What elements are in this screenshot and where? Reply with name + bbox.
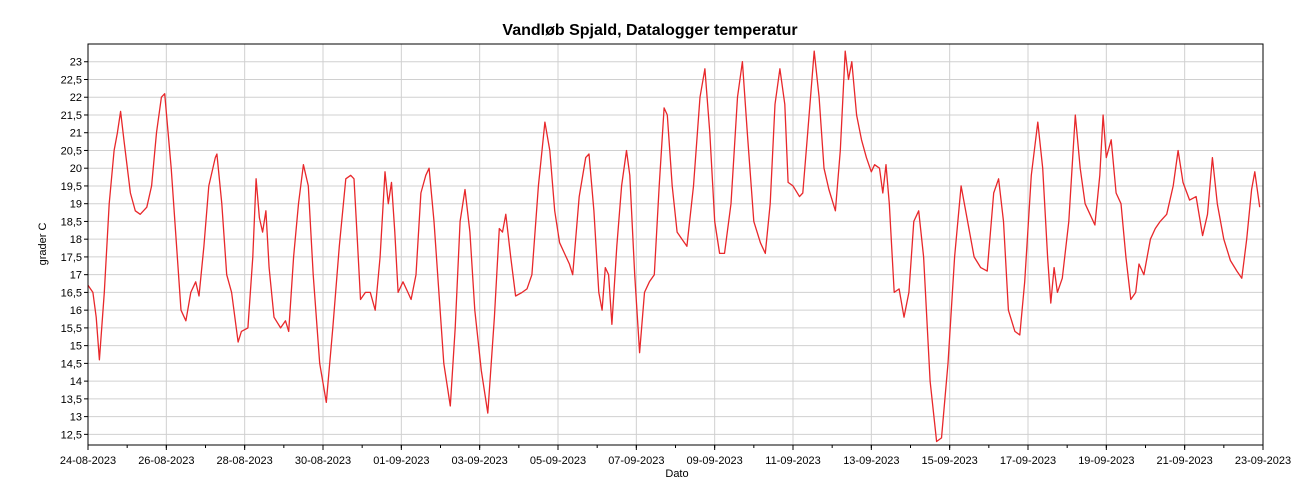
x-tick-label: 09-09-2023 [687, 455, 743, 467]
y-tick-label: 13 [70, 412, 82, 424]
y-axis-ticks: 12,5 13 13,5 14 14,5 15 15,5 16 16,5 17 17,5 18 18,5… [61, 57, 88, 441]
y-tick-label: 18,5 [61, 216, 82, 228]
x-axis-ticks: 24-08-2023 26-08-2023 28-08-2023 30-08-2023… [60, 445, 1291, 467]
y-tick-label: 12,5 [61, 429, 82, 441]
y-tick-label: 19,5 [61, 181, 82, 193]
y-tick-label: 19 [70, 199, 82, 211]
x-tick-label: 11-09-2023 [765, 455, 820, 467]
x-tick-label: 05-09-2023 [530, 455, 586, 467]
y-tick-label: 15 [70, 341, 82, 353]
x-tick-label: 28-08-2023 [217, 455, 273, 467]
y-tick-label: 17,5 [61, 252, 82, 264]
y-tick-label: 18 [70, 234, 82, 246]
x-tick-label: 21-09-2023 [1157, 455, 1213, 467]
y-tick-label: 20 [70, 163, 82, 175]
x-tick-label: 13-09-2023 [843, 455, 899, 467]
x-tick-label: 01-09-2023 [373, 455, 429, 467]
x-tick-label: 03-09-2023 [452, 455, 508, 467]
series-layer [87, 50, 1261, 443]
plot-frame [87, 43, 1264, 446]
chart-title: Vandløb Spjald, Datalogger temperatur [502, 22, 797, 39]
x-tick-label: 30-08-2023 [295, 455, 351, 467]
y-tick-label: 17 [70, 270, 82, 282]
x-tick-label: 15-09-2023 [922, 455, 978, 467]
y-tick-label: 21 [70, 128, 82, 140]
x-axis-label: Dato [665, 468, 688, 480]
y-tick-label: 21,5 [61, 110, 82, 122]
x-tick-label: 24-08-2023 [60, 455, 116, 467]
grid [87, 44, 1264, 445]
y-tick-label: 16,5 [61, 287, 82, 299]
y-tick-label: 20,5 [61, 145, 82, 157]
y-tick-label: 14,5 [61, 358, 82, 370]
y-tick-label: 22 [70, 92, 82, 104]
y-axis-label: grader C [37, 223, 49, 266]
series-line-temperature [87, 50, 1261, 443]
x-tick-label: 23-09-2023 [1235, 455, 1291, 467]
y-tick-label: 15,5 [61, 323, 82, 335]
y-tick-label: 13,5 [61, 394, 82, 406]
y-tick-label: 14 [70, 376, 82, 388]
y-tick-label: 16 [70, 305, 82, 317]
x-tick-label: 07-09-2023 [608, 455, 664, 467]
x-tick-label: 19-09-2023 [1078, 455, 1134, 467]
x-tick-label: 17-09-2023 [1000, 455, 1056, 467]
y-tick-label: 22,5 [61, 74, 82, 86]
x-tick-label: 26-08-2023 [138, 455, 194, 467]
y-tick-label: 23 [70, 57, 82, 69]
